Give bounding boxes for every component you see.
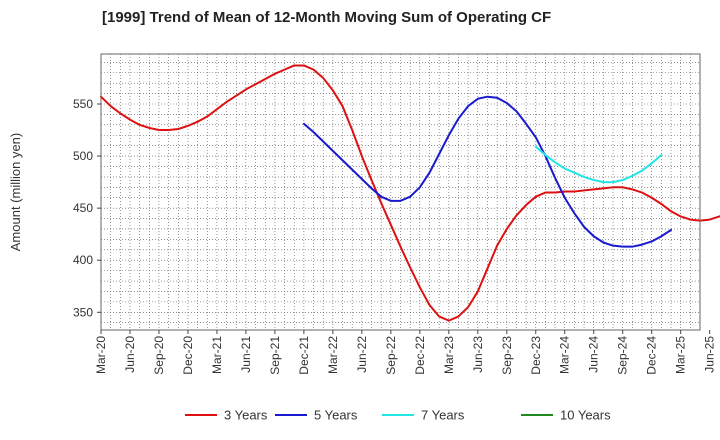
x-tick-label: Dec-20 [181,336,195,375]
x-tick-label: Dec-21 [297,336,311,375]
x-tick-label: Jun-23 [471,336,485,373]
x-tick-label: Sep-21 [268,336,282,375]
legend-label-5-years: 5 Years [314,408,358,423]
y-axis-label: Amount (million yen) [8,133,23,252]
x-tick-label: Sep-20 [152,336,166,375]
x-tick-label: Mar-23 [442,336,456,374]
x-tick-label: Dec-22 [413,336,427,375]
x-tick-label: Mar-22 [326,336,340,374]
x-tick-label: Dec-23 [529,336,543,375]
plot-area [100,53,720,331]
chart-title: [1999] Trend of Mean of 12-Month Moving … [102,9,551,26]
x-tick-label: Mar-25 [674,336,688,374]
x-tick-label: Mar-24 [558,336,572,374]
legend: 3 Years 5 Years 7 Years 10 Years [185,408,611,423]
series-line-7-years [534,145,663,184]
x-axis-ticks: Mar-20 Jun-20 Sep-20 Dec-20 Mar-21 Jun-21 Sep-… [94,330,717,375]
x-tick-label: Jun-24 [587,336,601,373]
y-tick-label: 350 [73,305,93,319]
y-tick-label: 400 [73,253,93,267]
x-tick-label: Mar-21 [210,336,224,374]
x-tick-label: Dec-24 [645,336,659,375]
y-tick-label: 550 [73,97,93,111]
y-axis-ticks: 350 400 450 500 550 [73,97,101,319]
plot-frame [100,53,701,331]
x-tick-label: Sep-22 [384,336,398,375]
x-tick-label: Sep-24 [616,336,630,375]
x-tick-label: Mar-20 [94,336,108,374]
x-tick-label: Jun-20 [123,336,137,373]
series-line-5-years [302,95,673,248]
legend-label-7-years: 7 Years [421,408,465,423]
x-tick-label: Jun-25 [703,336,717,373]
legend-label-10-years: 10 Years [560,408,611,423]
x-tick-label: Jun-22 [355,336,369,373]
y-tick-label: 500 [73,149,93,163]
series-lines [100,64,720,322]
grid [101,54,700,330]
legend-label-3-years: 3 Years [224,408,268,423]
y-tick-label: 450 [73,201,93,215]
series-line-3-years [100,64,720,322]
x-tick-label: Sep-23 [500,336,514,375]
x-tick-label: Jun-21 [239,336,253,373]
